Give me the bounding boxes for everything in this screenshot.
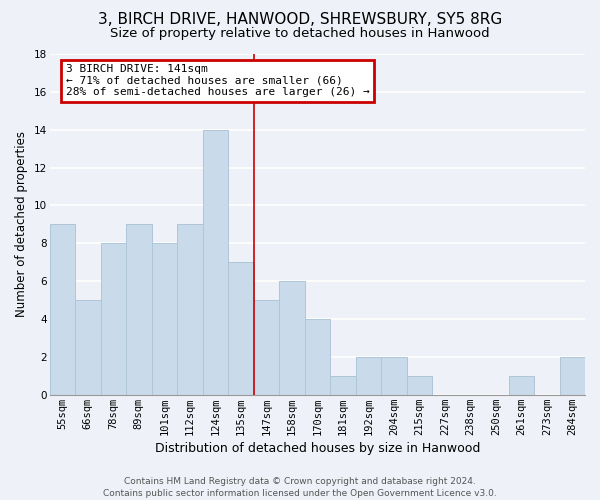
Text: 3 BIRCH DRIVE: 141sqm
← 71% of detached houses are smaller (66)
28% of semi-deta: 3 BIRCH DRIVE: 141sqm ← 71% of detached … xyxy=(65,64,370,98)
Bar xyxy=(203,130,228,395)
Bar xyxy=(177,224,203,395)
Bar xyxy=(330,376,356,395)
Bar xyxy=(407,376,432,395)
Bar xyxy=(509,376,534,395)
Bar xyxy=(75,300,101,395)
Bar xyxy=(356,357,381,395)
Bar xyxy=(126,224,152,395)
Bar xyxy=(305,319,330,395)
Text: 3, BIRCH DRIVE, HANWOOD, SHREWSBURY, SY5 8RG: 3, BIRCH DRIVE, HANWOOD, SHREWSBURY, SY5… xyxy=(98,12,502,28)
Text: Size of property relative to detached houses in Hanwood: Size of property relative to detached ho… xyxy=(110,28,490,40)
Bar xyxy=(381,357,407,395)
Bar xyxy=(228,262,254,395)
Bar xyxy=(254,300,279,395)
Text: Contains HM Land Registry data © Crown copyright and database right 2024.
Contai: Contains HM Land Registry data © Crown c… xyxy=(103,476,497,498)
Bar xyxy=(152,244,177,395)
Bar xyxy=(279,281,305,395)
Y-axis label: Number of detached properties: Number of detached properties xyxy=(15,132,28,318)
Bar xyxy=(560,357,585,395)
X-axis label: Distribution of detached houses by size in Hanwood: Distribution of detached houses by size … xyxy=(155,442,480,455)
Bar xyxy=(101,244,126,395)
Bar xyxy=(50,224,75,395)
